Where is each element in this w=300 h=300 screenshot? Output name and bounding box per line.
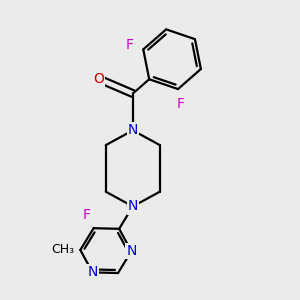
- Text: F: F: [82, 208, 91, 222]
- Text: N: N: [128, 123, 138, 137]
- Text: F: F: [177, 97, 185, 110]
- Text: O: O: [93, 72, 104, 86]
- Text: N: N: [87, 266, 98, 279]
- Text: F: F: [125, 38, 133, 52]
- Text: N: N: [126, 244, 136, 258]
- Text: CH₃: CH₃: [52, 243, 75, 256]
- Text: N: N: [128, 200, 138, 213]
